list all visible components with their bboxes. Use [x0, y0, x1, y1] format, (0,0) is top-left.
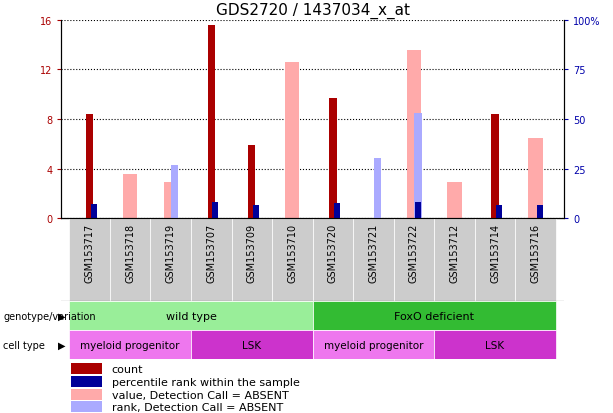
- Text: value, Detection Call = ABSENT: value, Detection Call = ABSENT: [112, 390, 288, 400]
- Text: GSM153707: GSM153707: [207, 223, 216, 282]
- Text: GSM153718: GSM153718: [125, 223, 135, 282]
- Bar: [69, 219, 110, 301]
- Bar: [329, 99, 337, 219]
- Text: ▶: ▶: [58, 340, 66, 350]
- Text: GSM153722: GSM153722: [409, 223, 419, 282]
- Bar: [353, 219, 394, 301]
- Bar: [69, 301, 313, 330]
- Bar: [415, 202, 421, 219]
- Text: LSK: LSK: [242, 340, 261, 350]
- Bar: [110, 219, 150, 301]
- Text: cell type: cell type: [3, 340, 45, 350]
- Bar: [253, 206, 259, 219]
- Bar: [447, 183, 462, 219]
- Text: GSM153717: GSM153717: [85, 223, 94, 282]
- Bar: [313, 219, 353, 301]
- Text: GSM153719: GSM153719: [166, 223, 176, 282]
- Bar: [272, 219, 313, 301]
- Text: GSM153712: GSM153712: [449, 223, 460, 282]
- Bar: [334, 204, 340, 219]
- Text: GSM153721: GSM153721: [368, 223, 378, 282]
- Bar: [69, 330, 191, 359]
- Bar: [407, 50, 421, 219]
- Bar: [528, 138, 543, 219]
- Title: GDS2720 / 1437034_x_at: GDS2720 / 1437034_x_at: [216, 3, 409, 19]
- Text: ▶: ▶: [58, 311, 66, 321]
- Text: rank, Detection Call = ABSENT: rank, Detection Call = ABSENT: [112, 401, 283, 411]
- Bar: [150, 219, 191, 301]
- Bar: [71, 389, 102, 400]
- Text: LSK: LSK: [485, 340, 504, 350]
- Text: genotype/variation: genotype/variation: [3, 311, 96, 321]
- Bar: [191, 330, 313, 359]
- Bar: [71, 377, 102, 387]
- Bar: [248, 146, 256, 219]
- Bar: [71, 401, 102, 412]
- Bar: [171, 166, 178, 219]
- Text: percentile rank within the sample: percentile rank within the sample: [112, 377, 299, 387]
- Text: GSM153710: GSM153710: [287, 223, 297, 282]
- Bar: [71, 363, 102, 374]
- Bar: [123, 174, 137, 219]
- Bar: [516, 219, 556, 301]
- Text: GSM153714: GSM153714: [490, 223, 500, 282]
- Bar: [434, 219, 475, 301]
- Bar: [496, 205, 502, 219]
- Bar: [374, 158, 381, 219]
- Bar: [537, 206, 543, 219]
- Text: myeloid progenitor: myeloid progenitor: [80, 340, 180, 350]
- Bar: [164, 183, 178, 219]
- Bar: [285, 63, 300, 219]
- Bar: [313, 301, 556, 330]
- Text: FoxO deficient: FoxO deficient: [394, 311, 474, 321]
- Bar: [208, 26, 215, 219]
- Bar: [191, 219, 232, 301]
- Text: wild type: wild type: [166, 311, 216, 321]
- Bar: [313, 330, 434, 359]
- Text: GSM153720: GSM153720: [328, 223, 338, 282]
- Bar: [394, 219, 434, 301]
- Text: count: count: [112, 364, 143, 374]
- Bar: [91, 204, 97, 219]
- Text: GSM153709: GSM153709: [247, 223, 257, 282]
- Text: myeloid progenitor: myeloid progenitor: [324, 340, 423, 350]
- Bar: [414, 114, 422, 219]
- Bar: [475, 219, 516, 301]
- Bar: [232, 219, 272, 301]
- Bar: [492, 115, 499, 219]
- Bar: [86, 115, 93, 219]
- Text: GSM153716: GSM153716: [531, 223, 541, 282]
- Bar: [434, 330, 556, 359]
- Bar: [213, 202, 218, 219]
